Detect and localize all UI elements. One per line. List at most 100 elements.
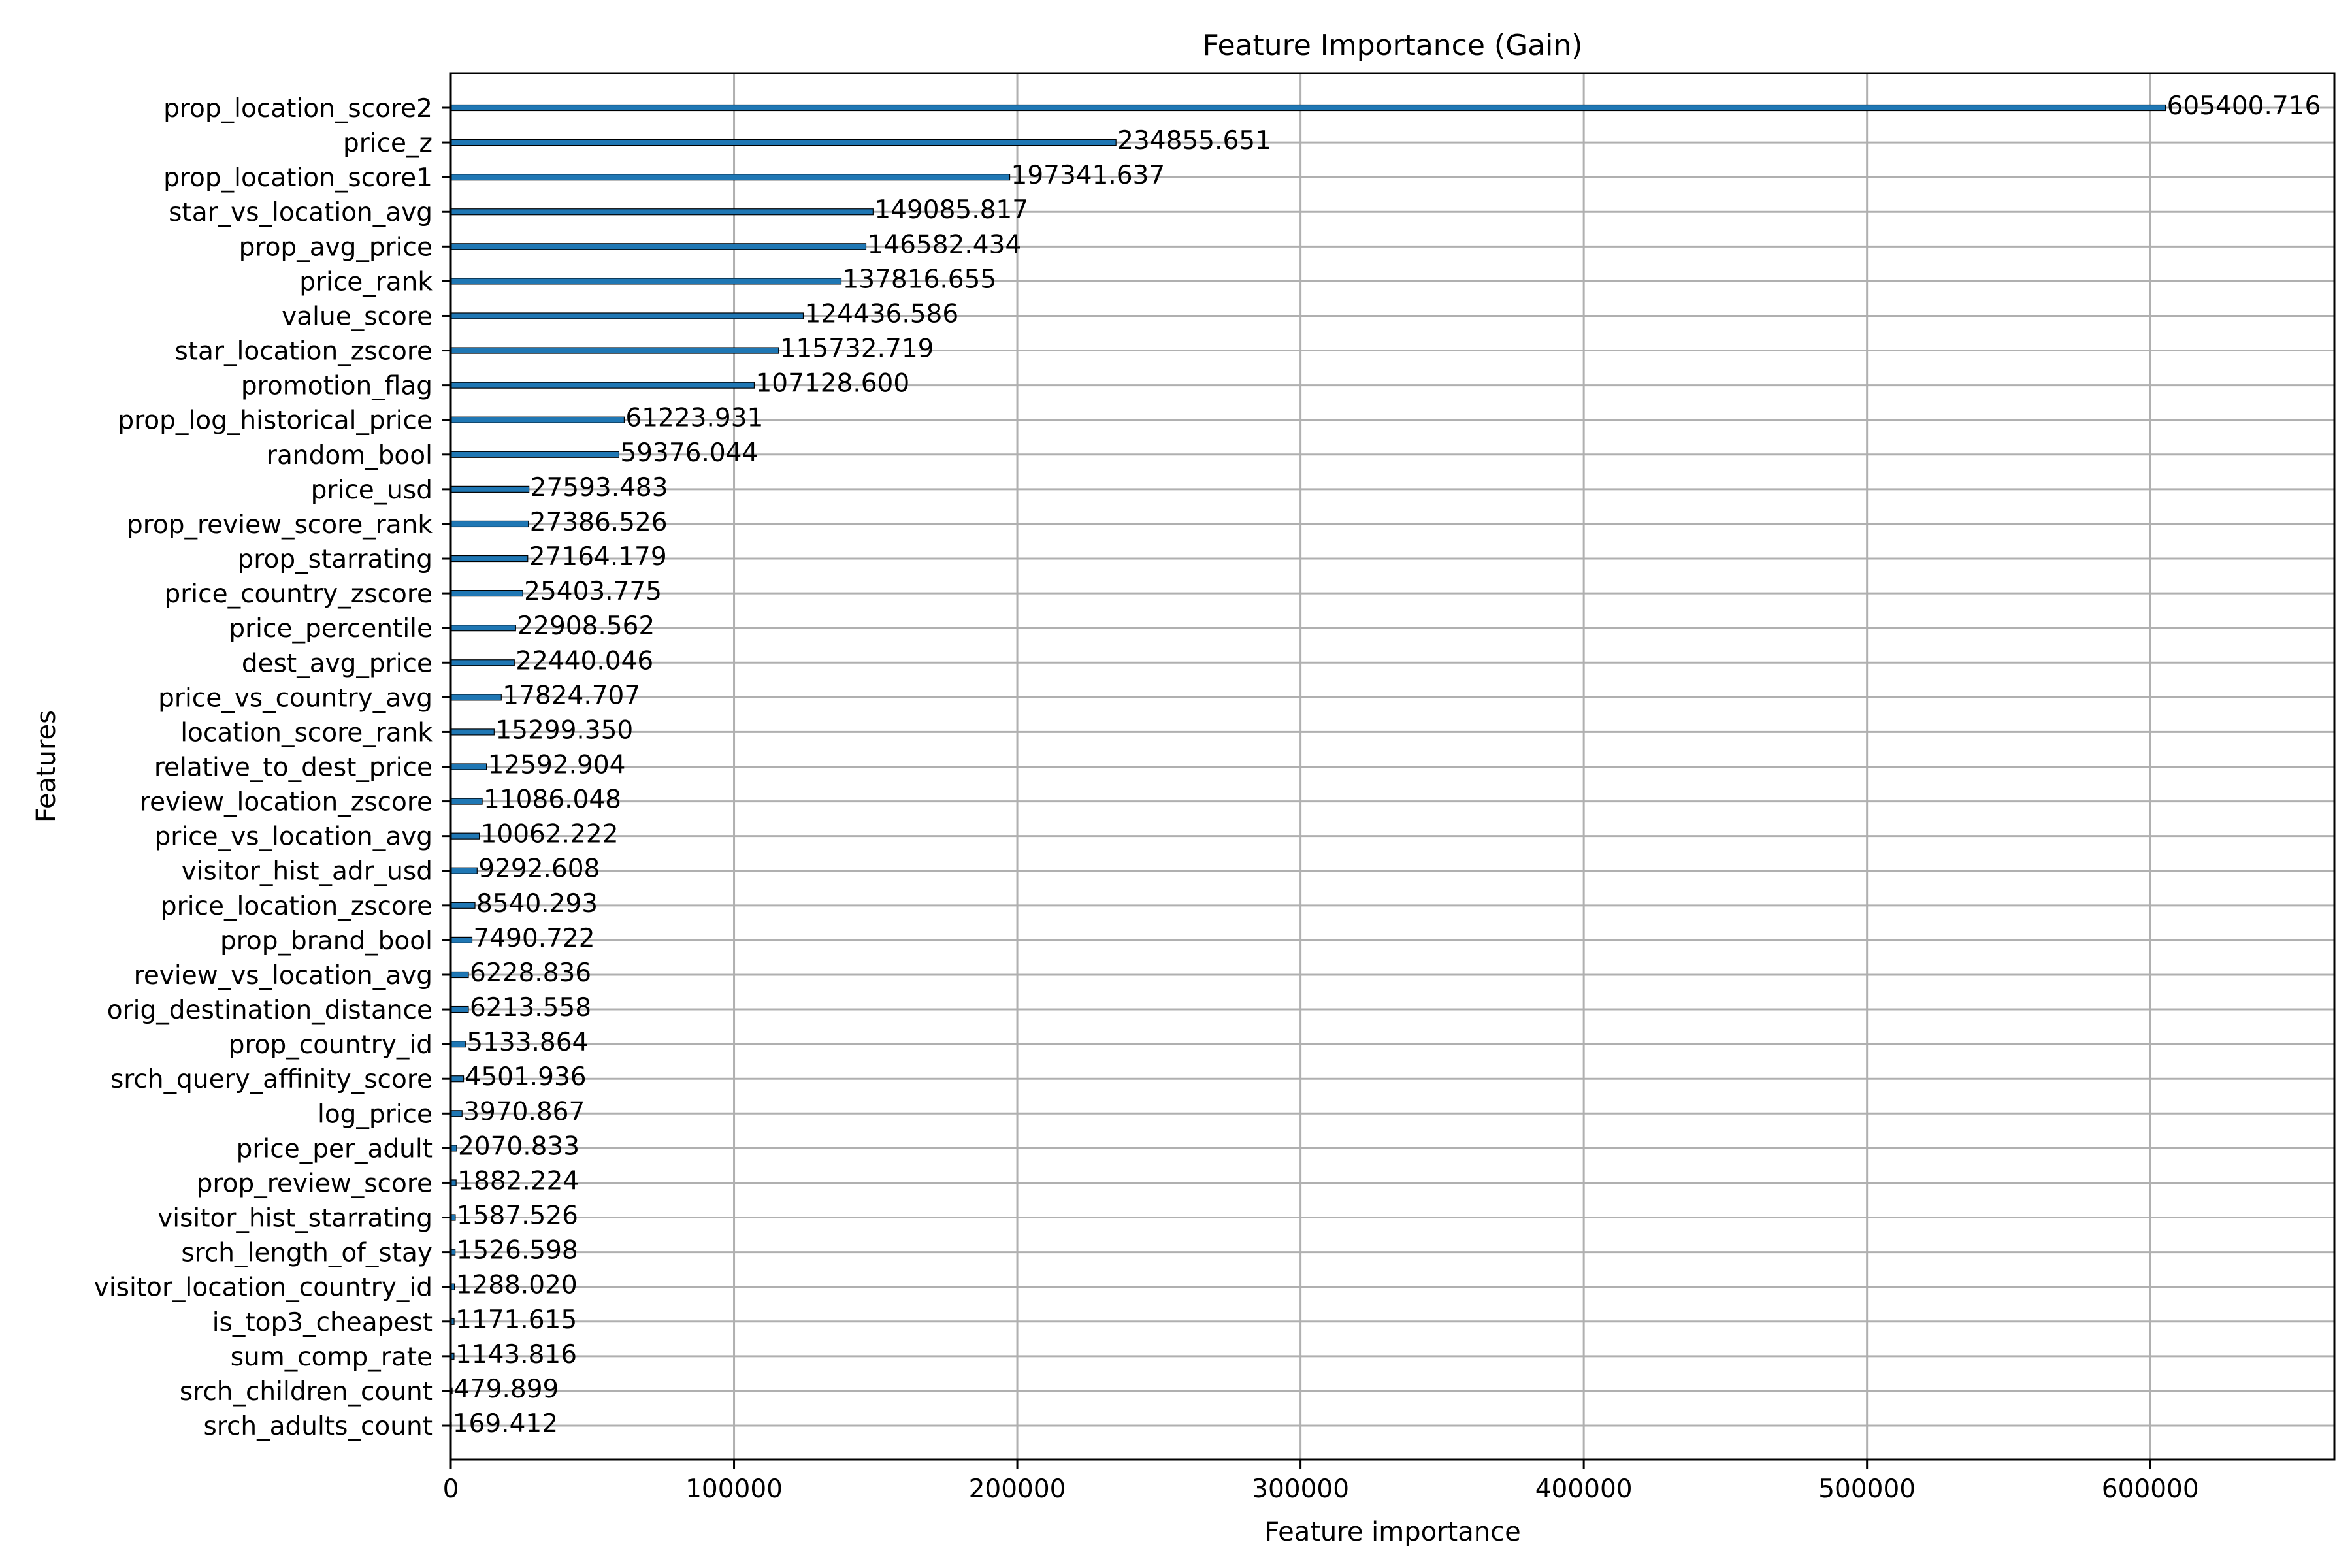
y-category-label: prop_review_score (197, 1169, 433, 1198)
data-label: 4501.936 (465, 1062, 587, 1092)
bar (450, 208, 874, 216)
y-category-label: relative_to_dest_price (154, 753, 433, 783)
data-label: 9292.608 (478, 855, 600, 884)
y-category-label: star_location_zscore (174, 337, 433, 367)
bar (450, 728, 495, 736)
y-category-label: visitor_location_country_id (94, 1273, 433, 1303)
y-category-label: prop_brand_bool (220, 926, 433, 956)
data-label: 115732.719 (780, 335, 934, 364)
y-category-label: price_z (343, 129, 433, 158)
y-category-label: prop_starrating (238, 545, 433, 574)
data-label: 1288.020 (456, 1271, 578, 1300)
bar (450, 694, 502, 701)
y-category-label: srch_query_affinity_score (110, 1065, 433, 1094)
data-label: 7490.722 (473, 924, 595, 953)
x-axis-ticks: 0 100000 200000 300000 400000 500000 600000 (443, 1460, 2199, 1504)
bar (450, 1075, 465, 1083)
bar (450, 763, 487, 770)
y-category-label: prop_review_score_rank (127, 510, 433, 540)
data-labels: 605400.716 234855.651 197341.637 149085.817… (453, 91, 2321, 1439)
bar (450, 867, 478, 874)
data-label: 15299.350 (495, 715, 633, 745)
x-tick-label: 300000 (1252, 1475, 1349, 1504)
x-tick-label: 500000 (1818, 1475, 1916, 1504)
x-tick-label: 100000 (685, 1475, 783, 1504)
bar (450, 520, 529, 528)
data-label: 1882.224 (457, 1166, 579, 1196)
y-axis-categories: prop_location_score2 price_z prop_location… (94, 94, 451, 1441)
y-category-label: srch_length_of_stay (181, 1239, 433, 1268)
y-category-label: review_location_zscore (140, 788, 433, 817)
bar (450, 416, 625, 423)
bar (450, 555, 529, 563)
data-label: 27164.179 (529, 542, 667, 572)
data-label: 3970.867 (463, 1097, 585, 1126)
y-category-label: star_vs_location_avg (169, 198, 433, 227)
data-label: 1143.816 (455, 1340, 577, 1369)
data-label: 27386.526 (530, 508, 668, 537)
x-tick-label: 400000 (1535, 1475, 1633, 1504)
y-category-label: prop_avg_price (239, 233, 433, 262)
bar (450, 971, 469, 979)
data-label: 22440.046 (515, 646, 653, 676)
y-axis-label: Features (31, 710, 61, 823)
data-label: 1171.615 (455, 1305, 577, 1335)
data-label: 234855.651 (1117, 126, 1271, 155)
data-label: 1587.526 (457, 1201, 578, 1231)
bar (450, 174, 1011, 181)
data-label: 10062.222 (481, 820, 619, 849)
y-category-label: prop_location_score2 (163, 94, 433, 123)
chart-title: Feature Importance (Gain) (1203, 29, 1583, 62)
y-category-label: visitor_hist_adr_usd (182, 857, 433, 887)
bar (450, 1110, 463, 1117)
y-category-label: is_top3_cheapest (212, 1308, 433, 1337)
y-category-label: visitor_hist_starrating (157, 1204, 433, 1233)
x-tick-label: 600000 (2102, 1475, 2199, 1504)
data-label: 59376.044 (620, 438, 758, 468)
data-label: 149085.817 (874, 195, 1028, 225)
bar (450, 625, 516, 632)
data-label: 146582.434 (867, 230, 1021, 259)
y-category-label: location_score_rank (180, 718, 433, 747)
y-category-label: price_vs_country_avg (158, 683, 433, 713)
bar (450, 798, 483, 805)
y-category-label: prop_country_id (229, 1030, 433, 1060)
data-label: 137816.655 (842, 265, 996, 294)
y-category-label: price_per_adult (237, 1134, 433, 1164)
bar (450, 590, 523, 597)
bar (450, 485, 530, 493)
data-label: 27593.483 (531, 473, 668, 502)
bar-layer (450, 104, 2166, 1429)
y-category-label: random_bool (267, 441, 433, 470)
y-category-label: price_rank (299, 267, 433, 297)
bar (450, 902, 476, 909)
y-category-label: srch_adults_count (203, 1412, 433, 1441)
y-category-label: orig_destination_distance (107, 996, 433, 1025)
x-tick-label: 200000 (969, 1475, 1066, 1504)
data-label: 124436.586 (804, 299, 958, 329)
bar (450, 659, 515, 666)
bar (450, 1041, 466, 1048)
bar (450, 451, 620, 458)
y-category-label: sum_comp_rate (231, 1343, 433, 1372)
data-label: 25403.775 (524, 577, 662, 606)
y-category-label: price_percentile (229, 614, 433, 644)
y-category-label: value_score (282, 302, 433, 331)
bar (450, 104, 2166, 112)
data-label: 197341.637 (1011, 161, 1166, 190)
data-label: 6228.836 (470, 958, 591, 988)
y-category-label: log_price (318, 1100, 433, 1129)
data-label: 11086.048 (483, 785, 621, 815)
data-label: 479.899 (453, 1375, 559, 1404)
y-category-label: prop_location_score1 (163, 163, 433, 193)
bar (450, 347, 779, 354)
data-label: 107128.600 (755, 369, 909, 399)
y-category-label: price_vs_location_avg (155, 823, 433, 852)
data-label: 12592.904 (488, 751, 626, 780)
bar (450, 1005, 469, 1013)
data-label: 2070.833 (458, 1132, 580, 1161)
y-category-label: price_usd (311, 476, 433, 505)
y-category-label: price_country_zscore (165, 580, 433, 609)
x-tick-label: 0 (443, 1475, 459, 1504)
